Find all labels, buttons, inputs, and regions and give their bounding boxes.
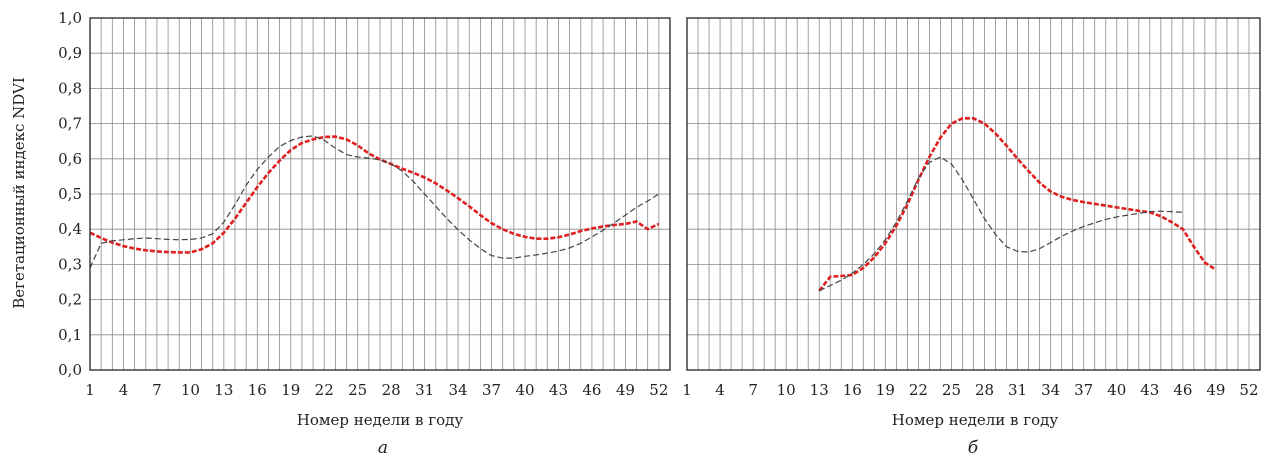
x-tick-label: 19 xyxy=(281,381,300,399)
series-line-gray xyxy=(89,135,660,269)
panel-a-y-axis-label: Вегетационный индекс NDVI xyxy=(10,77,28,309)
x-tick-label: 7 xyxy=(152,381,162,399)
x-tick-label: 34 xyxy=(1041,381,1060,399)
x-tick-label: 46 xyxy=(1173,381,1192,399)
x-tick-label: 37 xyxy=(482,381,501,399)
series-line-gray xyxy=(818,156,1183,292)
x-tick-label: 1 xyxy=(85,381,95,399)
panel-b-x-axis-label: Номер недели в году xyxy=(892,411,1059,429)
panel-b-x-ticks: 1 4 7 10 13 16 19 22 25 28 31 34 37 40 43 46 49 52 xyxy=(682,381,1258,399)
x-tick-label: 40 xyxy=(515,381,534,399)
panel-a-frame xyxy=(89,17,671,371)
x-tick-label: 1 xyxy=(682,381,692,399)
x-tick-label: 25 xyxy=(942,381,961,399)
x-tick-label: 16 xyxy=(248,381,267,399)
x-tick-label: 28 xyxy=(975,381,994,399)
y-tick-label: 0,1 xyxy=(58,326,82,344)
panel-b: 1 4 7 10 13 16 19 22 25 28 31 34 37 40 43 46 49 52 Номер … xyxy=(682,17,1261,458)
x-tick-label: 31 xyxy=(415,381,434,399)
panel-b-lines xyxy=(818,117,1217,292)
x-tick-label: 34 xyxy=(449,381,468,399)
y-tick-label: 0,8 xyxy=(58,79,82,97)
panel-a: 1 4 7 10 13 16 19 22 25 28 31 34 37 40 43 46 49 52 0,0 0,1… xyxy=(10,9,671,458)
x-tick-label: 7 xyxy=(748,381,758,399)
x-tick-label: 4 xyxy=(119,381,129,399)
x-tick-label: 22 xyxy=(909,381,928,399)
panel-a-x-ticks: 1 4 7 10 13 16 19 22 25 28 31 34 37 40 43 46 49 52 xyxy=(85,381,668,399)
x-tick-label: 43 xyxy=(549,381,568,399)
x-tick-label: 10 xyxy=(777,381,796,399)
panel-a-lines xyxy=(89,135,660,269)
y-tick-label: 0,9 xyxy=(58,44,82,62)
x-tick-label: 22 xyxy=(315,381,334,399)
x-tick-label: 10 xyxy=(181,381,200,399)
y-tick-label: 0,5 xyxy=(58,185,82,203)
x-tick-label: 4 xyxy=(715,381,725,399)
x-tick-label: 52 xyxy=(649,381,668,399)
panel-a-grid xyxy=(89,17,671,371)
x-tick-label: 31 xyxy=(1008,381,1027,399)
x-tick-label: 37 xyxy=(1074,381,1093,399)
x-tick-label: 19 xyxy=(876,381,895,399)
x-tick-label: 13 xyxy=(214,381,233,399)
y-tick-label: 0,7 xyxy=(58,115,82,133)
panel-a-x-axis-label: Номер недели в году xyxy=(297,411,464,429)
panel-b-label: б xyxy=(968,438,979,458)
x-tick-label: 28 xyxy=(382,381,401,399)
x-tick-label: 13 xyxy=(810,381,829,399)
x-tick-label: 49 xyxy=(1206,381,1225,399)
x-tick-label: 52 xyxy=(1239,381,1258,399)
y-tick-label: 0,2 xyxy=(58,291,82,309)
x-tick-label: 46 xyxy=(582,381,601,399)
y-tick-label: 0,3 xyxy=(58,255,82,273)
panel-a-label: а xyxy=(378,438,388,458)
x-tick-label: 49 xyxy=(616,381,635,399)
x-tick-label: 25 xyxy=(348,381,367,399)
y-tick-label: 1,0 xyxy=(58,9,82,27)
x-tick-label: 16 xyxy=(843,381,862,399)
panel-b-grid xyxy=(686,17,1261,371)
y-tick-label: 0,0 xyxy=(58,361,82,379)
y-tick-label: 0,6 xyxy=(58,150,82,168)
series-line-red xyxy=(818,117,1217,292)
x-tick-label: 43 xyxy=(1140,381,1159,399)
x-tick-label: 40 xyxy=(1107,381,1126,399)
y-tick-label: 0,4 xyxy=(58,220,82,238)
panel-a-y-ticks: 0,0 0,1 0,2 0,3 0,4 0,5 0,6 0,7 0,8 0,9 1,0 xyxy=(58,9,82,379)
panel-b-frame xyxy=(686,17,1261,371)
